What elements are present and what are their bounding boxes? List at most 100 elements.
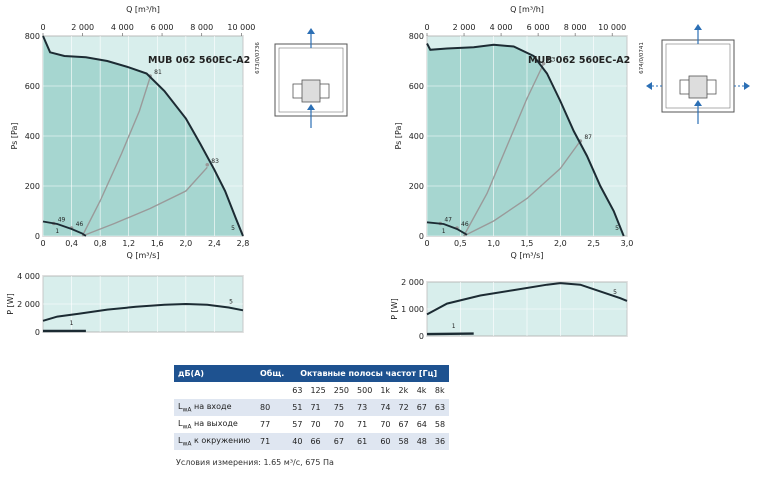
value-cell: 60 — [376, 433, 395, 450]
x-axis-title: Q [m³/s] — [511, 251, 544, 260]
row-label-sub: wA — [182, 440, 192, 448]
row-label-main: L — [178, 401, 183, 411]
y-tick-label: 0 — [419, 232, 424, 241]
table-row: LwA на выходе 77 57 70 70 71 70 67 64 58 — [174, 416, 449, 433]
efficiency-point — [541, 61, 546, 66]
power-low-curve — [426, 332, 474, 336]
top-tick-label: 2 000 — [453, 23, 476, 32]
y-tick-label: 600 — [409, 82, 424, 91]
top-tick-label: 0 — [424, 23, 429, 32]
empty-cell — [174, 382, 256, 399]
value-cell: 72 — [394, 399, 413, 416]
x-tick-label: 1,6 — [151, 239, 164, 248]
row-label: LwA на выходе — [174, 416, 256, 433]
x-tick-label: 0,5 — [454, 239, 467, 248]
band-row: 63 125 250 500 1k 2k 4k 8k — [174, 382, 449, 399]
band-label: 4k — [416, 386, 427, 395]
efficiency-point — [205, 162, 210, 167]
x-tick-label: 3,0 — [621, 239, 634, 248]
y-tick-label: 200 — [409, 182, 424, 191]
value-cell: 61 — [353, 433, 377, 450]
x-tick-label: 0,8 — [94, 239, 107, 248]
top-tick-label: 8 000 — [190, 23, 213, 32]
power-curve — [426, 282, 628, 316]
row-label-main: L — [178, 435, 183, 445]
model-label: MUB 062 560EC-A2 — [528, 55, 630, 66]
table-row: LwA к окружению 71 40 66 67 61 60 58 48 36 — [174, 433, 450, 450]
value-cell: 57 — [292, 420, 303, 429]
band-label: 2k — [398, 386, 409, 395]
value-cell: 67 — [398, 420, 409, 429]
value-cell: 70 — [310, 420, 321, 429]
value-cell: 70 — [333, 420, 344, 429]
fan-curve — [42, 35, 244, 237]
system-curve — [82, 166, 208, 237]
value-cell: 58 — [394, 433, 413, 450]
x-tick-label: 0,4 — [65, 239, 78, 248]
value-cell: 58 — [434, 420, 446, 429]
value-cell: 51 — [288, 399, 307, 416]
band-label: 125 — [310, 386, 326, 395]
y-tick-label: 200 — [25, 182, 40, 191]
y-axis-title: Ps [Pa] — [10, 122, 19, 149]
table-header-total: Общ. — [256, 365, 289, 382]
arrow-up-icon — [694, 100, 702, 106]
top-tick-label: 10 000 — [598, 23, 626, 32]
y-tick-label: 600 — [25, 82, 40, 91]
x-tick-label: 1,2 — [122, 239, 135, 248]
efficiency-label: 47 — [444, 217, 452, 224]
x-tick-label: 2,4 — [208, 239, 221, 248]
total-cell: 71 — [256, 433, 289, 450]
value-cell: 48 — [412, 433, 431, 450]
system-curve — [463, 140, 581, 237]
value-cell: 40 — [288, 433, 307, 450]
fan-impeller — [301, 79, 321, 103]
x-tick-label: 2,8 — [237, 239, 250, 248]
value-cell: 71 — [306, 399, 330, 416]
x-tick-label: 2,5 — [587, 239, 600, 248]
efficiency-label: 87 — [584, 134, 592, 141]
system-curve — [463, 63, 545, 237]
x-tick-label: 1,0 — [487, 239, 500, 248]
value-cell: 70 — [380, 420, 391, 429]
y-tick-label: 800 — [409, 32, 424, 41]
power-tick-label: 0 — [419, 332, 424, 341]
system-curve — [81, 77, 151, 237]
low-speed-curve — [42, 220, 87, 237]
operating-area — [427, 43, 624, 236]
top-axis-title: Q [m³/h] — [510, 5, 544, 14]
low-speed-curve — [426, 221, 468, 236]
arrow-left-icon — [646, 82, 652, 90]
power-axis-title: P [W] — [390, 298, 399, 320]
top-tick-label: 2 000 — [71, 23, 94, 32]
efficiency-label: 83 — [548, 57, 556, 64]
efficiency-label: 49 — [58, 217, 66, 224]
value-cell: 71 — [357, 420, 368, 429]
figure-code: 673/0/0736 — [255, 42, 261, 74]
top-tick-label: 0 — [40, 23, 45, 32]
table-header-octave: Октавные полосы частот [Гц] — [288, 365, 450, 382]
row-label: LwA к окружению — [174, 433, 256, 450]
value-cell: 73 — [353, 399, 377, 416]
row-label-suffix: к окружению — [191, 435, 251, 445]
power-tick-label: 2 000 — [17, 300, 40, 309]
row-label-sub: wA — [182, 406, 192, 414]
top-tick-label: 6 000 — [527, 23, 550, 32]
band-label: 250 — [333, 386, 350, 395]
top-tick-label: 4 000 — [490, 23, 513, 32]
x-tick-label: 0 — [40, 239, 45, 248]
value-cell: 63 — [430, 399, 450, 416]
power-tick-label: 0 — [35, 328, 40, 337]
band-label: 63 — [292, 386, 303, 395]
y-axis-title: Ps [Pa] — [394, 122, 403, 149]
measurement-conditions: Условия измерения: 1.65 м³/с, 675 Па — [176, 458, 334, 467]
table-row: LwA на входе 80 51 71 75 73 74 72 67 63 — [174, 399, 450, 416]
model-label: MUB 062 560EC-A2 — [148, 55, 250, 66]
x-tick-label: 0 — [424, 239, 429, 248]
y-tick-label: 800 — [25, 32, 40, 41]
top-tick-label: 8 000 — [564, 23, 587, 32]
arrow-right-icon — [744, 82, 750, 90]
arrow-up-icon — [307, 104, 315, 110]
band-label: 8k — [434, 386, 445, 395]
power-tick-label: 4 000 — [17, 272, 40, 281]
